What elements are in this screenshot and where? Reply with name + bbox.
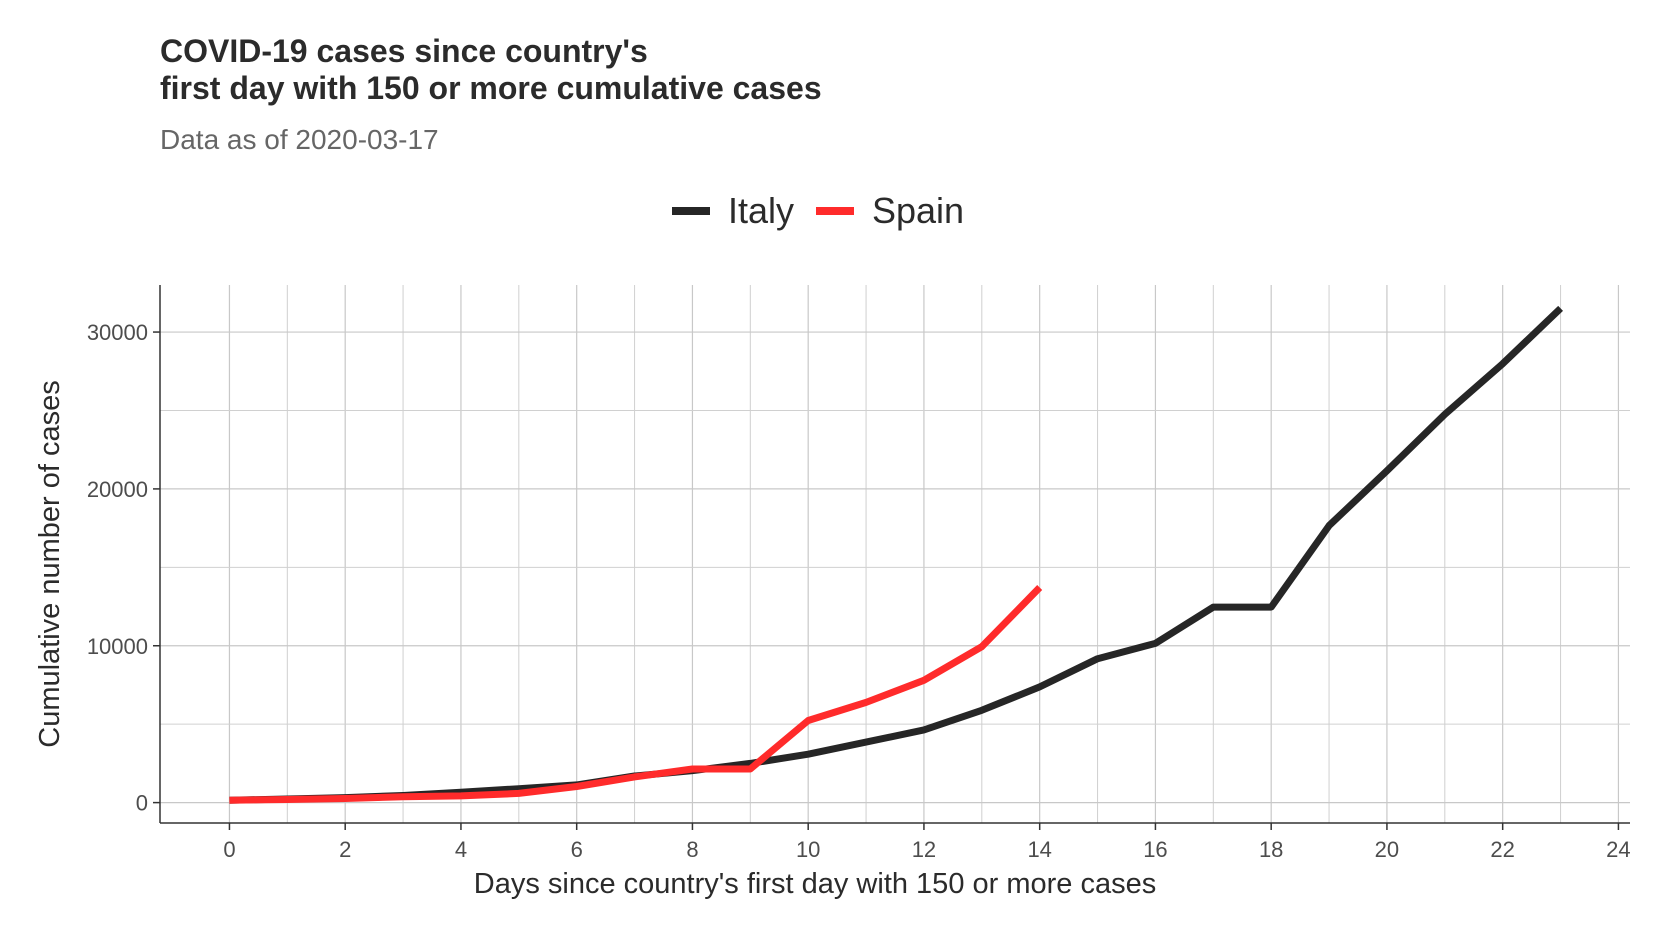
- axes: [153, 285, 1630, 830]
- x-tick-label: 18: [1259, 837, 1283, 862]
- chart-title-line-1: COVID-19 cases since country's: [160, 33, 648, 69]
- x-tick-label: 14: [1027, 837, 1051, 862]
- grid-lines: [160, 285, 1630, 823]
- y-tick-label: 20000: [87, 477, 148, 502]
- x-tick-label: 12: [912, 837, 936, 862]
- x-tick-label: 4: [455, 837, 467, 862]
- y-tick-label: 30000: [87, 320, 148, 345]
- legend-key-spain: [815, 207, 854, 215]
- x-tick-label: 22: [1490, 837, 1514, 862]
- legend-key-italy: [671, 207, 710, 215]
- y-tick-label: 10000: [87, 634, 148, 659]
- x-tick-label: 8: [686, 837, 698, 862]
- legend-label-spain: Spain: [871, 190, 965, 231]
- y-tick-label: 0: [136, 791, 148, 816]
- series-line-italy: [229, 305, 1564, 804]
- chart-title-line-2: first day with 150 or more cumulative ca…: [160, 70, 822, 106]
- x-tick-label: 6: [571, 837, 583, 862]
- chart-title: COVID-19 cases since country's first day…: [160, 33, 822, 107]
- x-axis-title: Days since country's first day with 150 …: [474, 868, 1156, 900]
- legend-item-italy: Italy: [671, 190, 816, 232]
- x-tick-label: 2: [339, 837, 351, 862]
- legend-label-italy: Italy: [727, 190, 794, 231]
- x-tick-label: 16: [1143, 837, 1167, 862]
- series-lines: [229, 305, 1564, 804]
- chart-subtitle: Data as of 2020-03-17: [160, 124, 439, 155]
- x-tick-label: 10: [796, 837, 820, 862]
- series-line-spain: [229, 585, 1043, 804]
- legend: Italy Spain: [0, 190, 1658, 232]
- x-tick-label: 24: [1606, 837, 1630, 862]
- legend-item-spain: Spain: [815, 190, 986, 232]
- y-axis-title: Cumulative number of cases: [34, 380, 66, 748]
- x-tick-label: 20: [1375, 837, 1399, 862]
- x-tick-label: 0: [223, 837, 235, 862]
